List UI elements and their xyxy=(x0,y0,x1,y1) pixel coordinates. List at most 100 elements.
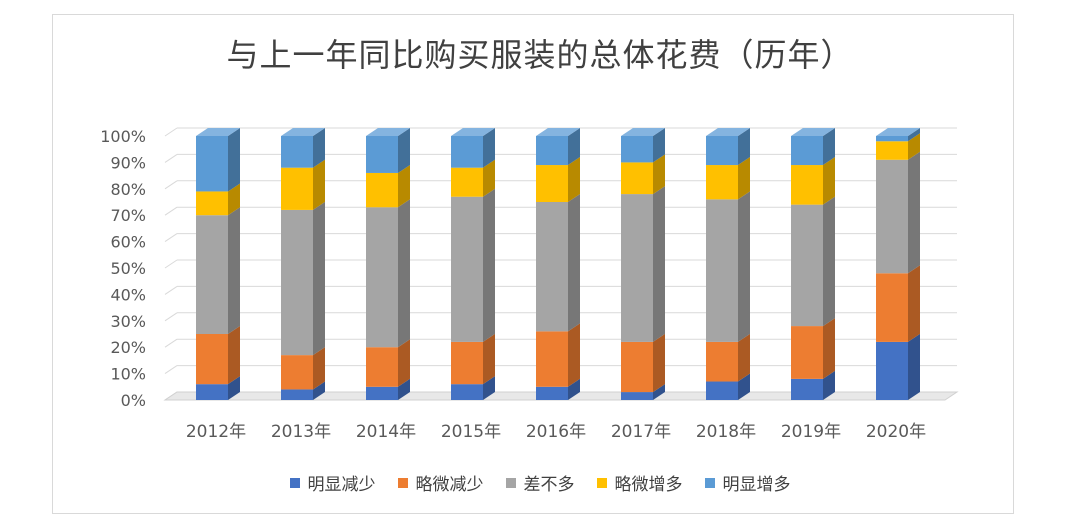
bar xyxy=(791,326,823,379)
bar-segment xyxy=(451,333,495,385)
legend-label: 略微减少 xyxy=(415,475,484,495)
bar-side xyxy=(313,159,325,210)
gridline-depth xyxy=(164,127,178,137)
bar-side xyxy=(823,318,835,379)
legend-swatch xyxy=(397,477,408,488)
bar xyxy=(876,273,908,342)
y-tick-label: 40% xyxy=(110,285,146,304)
bar xyxy=(281,167,313,210)
y-tick-label: 70% xyxy=(110,206,146,225)
y-tick-label: 100% xyxy=(100,127,146,146)
y-tick-label: 30% xyxy=(110,312,146,331)
bar xyxy=(706,165,738,200)
x-tick-label: 2020年 xyxy=(866,422,926,442)
bar xyxy=(366,207,398,348)
bar-side xyxy=(908,333,920,400)
legend-swatch xyxy=(704,477,715,488)
bar-side xyxy=(568,128,580,166)
x-tick-label: 2013年 xyxy=(271,422,331,442)
bar-segment xyxy=(196,376,240,400)
bar-side xyxy=(738,128,750,166)
bar-side xyxy=(483,128,495,168)
bar xyxy=(366,386,398,400)
legend-swatch xyxy=(596,477,607,488)
legend-label: 略微增多 xyxy=(614,475,683,495)
bar-side xyxy=(908,151,920,274)
bar-stack xyxy=(621,128,665,400)
bar xyxy=(536,202,568,332)
bar xyxy=(281,209,313,356)
legend-item: 明显减少 xyxy=(289,470,376,495)
bar-side xyxy=(823,196,835,327)
bar-stack xyxy=(451,128,495,400)
bar-segment xyxy=(621,186,665,342)
bar-segment xyxy=(196,183,240,216)
gridline-depth xyxy=(164,206,178,216)
bar-side xyxy=(228,376,240,400)
bar xyxy=(196,384,228,400)
bar-side xyxy=(398,378,410,400)
bar xyxy=(706,381,738,400)
bar xyxy=(621,136,653,163)
bar-segment xyxy=(791,318,835,379)
y-tick-label: 80% xyxy=(110,180,146,199)
bar-side xyxy=(568,157,580,202)
bar xyxy=(281,389,313,400)
bar-segment xyxy=(706,373,750,400)
legend-label: 明显减少 xyxy=(307,475,376,495)
bar-top xyxy=(536,128,580,136)
bar-segment xyxy=(536,323,580,387)
legend-item: 差不多 xyxy=(505,470,575,495)
bar-stack xyxy=(536,128,580,400)
bar-segment xyxy=(791,157,835,205)
bar-top xyxy=(621,128,665,136)
bar-stack xyxy=(706,128,750,400)
bar-stack xyxy=(196,128,240,400)
legend-label: 差不多 xyxy=(523,475,575,495)
bar-segment xyxy=(451,159,495,197)
bar-side xyxy=(398,128,410,173)
x-tick-label: 2016年 xyxy=(526,422,586,442)
bar-top xyxy=(706,128,750,136)
bar-side xyxy=(653,384,665,400)
bar-segment xyxy=(366,199,410,348)
bar-side xyxy=(483,159,495,197)
bar xyxy=(451,384,483,400)
bar-side xyxy=(483,333,495,385)
bar-segment xyxy=(791,196,835,327)
bar xyxy=(196,136,228,192)
bar-segment xyxy=(706,191,750,342)
bar-segment xyxy=(451,376,495,400)
bar xyxy=(876,341,908,400)
bar xyxy=(366,172,398,208)
bar xyxy=(536,331,568,387)
bar-side xyxy=(313,347,325,390)
bar-segment xyxy=(281,128,325,168)
bar-side xyxy=(908,265,920,342)
bar xyxy=(876,141,908,160)
bar xyxy=(451,341,483,385)
x-tick-label: 2012年 xyxy=(186,422,246,442)
bar-side xyxy=(653,128,665,163)
bar-segment xyxy=(366,378,410,400)
y-tick-label: 0% xyxy=(121,391,146,410)
bar-side xyxy=(483,188,495,342)
legend-swatch xyxy=(289,477,300,488)
bar-segment xyxy=(536,157,580,202)
x-tick-label: 2018年 xyxy=(696,422,756,442)
bar xyxy=(196,215,228,334)
bar-segment xyxy=(366,164,410,208)
bar-stack xyxy=(876,128,920,400)
bar-segment xyxy=(706,333,750,382)
bar-segment xyxy=(791,370,835,400)
x-tick-label: 2017年 xyxy=(611,422,671,442)
bar-stack xyxy=(791,128,835,400)
bar xyxy=(791,204,823,327)
bar-side xyxy=(568,378,580,400)
bar xyxy=(451,167,483,197)
bar-top xyxy=(281,128,325,136)
bar xyxy=(196,334,228,385)
y-tick-label: 20% xyxy=(110,338,146,357)
bar xyxy=(536,386,568,400)
